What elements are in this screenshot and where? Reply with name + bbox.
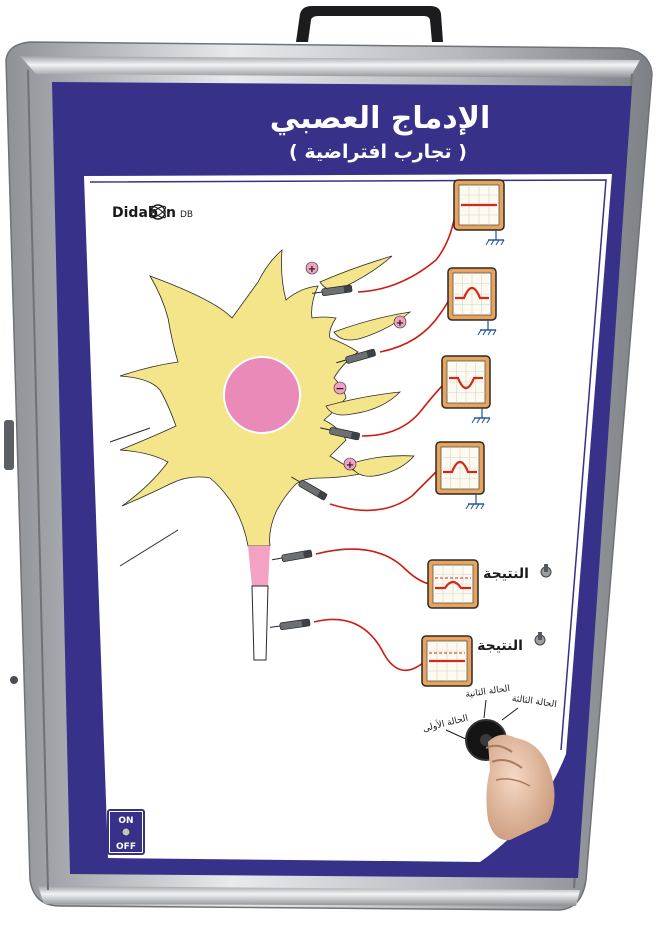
brand-logo: Didab n DB [112, 204, 193, 221]
synapse-sign-2: + [393, 315, 407, 329]
brand-name: Didab [112, 205, 158, 221]
svg-text:+: + [396, 318, 404, 329]
electrode-wire-5 [315, 548, 431, 585]
power-on-label: ON [118, 816, 133, 826]
axon [251, 585, 269, 661]
electrode-wire-6 [313, 618, 425, 672]
atom-logo-icon [149, 204, 167, 220]
synapse-sign-3: − [333, 381, 347, 395]
svg-text:−: − [335, 382, 344, 395]
recording-electrode-1 [312, 284, 353, 297]
synapse-sign-1: + [305, 261, 319, 275]
svg-text:+: + [346, 460, 354, 471]
synapse-sign-4: + [343, 457, 357, 471]
synaptic-terminal-3 [325, 391, 402, 416]
synaptic-terminal-2 [333, 311, 412, 341]
recording-electrode-3 [320, 427, 360, 441]
board-title: الإدماج العصبي [270, 101, 491, 136]
brand-tag: DB [180, 210, 193, 220]
recording-electrode-5 [272, 549, 313, 562]
result-label-1: النتيجة [483, 566, 529, 582]
electrode-wire-4 [329, 469, 439, 512]
electrode-wire-3 [361, 383, 445, 437]
synaptic-terminal-4 [349, 455, 415, 477]
ground-symbol-icon [471, 408, 491, 424]
recording-electrode-4 [291, 476, 328, 501]
power-off-label: OFF [116, 842, 136, 852]
power-toggle-lever[interactable] [121, 827, 131, 837]
recording-electrode-2 [336, 348, 376, 364]
ground-symbol-icon [477, 320, 497, 336]
electrode-wire-1 [357, 207, 457, 293]
result-toggle-1[interactable] [540, 564, 552, 578]
neuron [109, 249, 362, 661]
oscilloscope-screen-3 [441, 355, 491, 424]
oscilloscope-screen-2 [447, 267, 497, 336]
trace-3 [449, 376, 483, 390]
hinge-pin [10, 676, 18, 684]
brand-name-suffix: n [166, 205, 176, 221]
result-toggle-2[interactable] [534, 632, 546, 646]
side-latch [4, 420, 14, 470]
ground-symbol-icon [485, 230, 505, 246]
oscilloscope-screen-5 [427, 559, 479, 609]
recording-electrode-6 [270, 618, 311, 631]
cell-nucleus [223, 356, 301, 434]
oscilloscope-screen-1 [453, 179, 505, 246]
board-subtitle: ( تجارب افتراضية ) [289, 141, 467, 163]
trace-2 [455, 286, 489, 300]
ground-symbol-icon [465, 494, 485, 510]
result-label-2: النتيجة [477, 638, 523, 654]
oscilloscope-screen-6 [421, 635, 473, 687]
power-switch[interactable]: ON OFF [107, 809, 145, 855]
axon-hillock [248, 546, 270, 586]
oscilloscope-displays [421, 179, 505, 687]
hand-photo [485, 734, 555, 841]
oscilloscope-screen-4 [435, 441, 485, 510]
carry-handle[interactable] [296, 6, 443, 42]
electrodes [270, 207, 457, 672]
svg-text:+: + [308, 264, 316, 275]
trace-5 [435, 580, 471, 590]
trace-4 [443, 460, 477, 474]
